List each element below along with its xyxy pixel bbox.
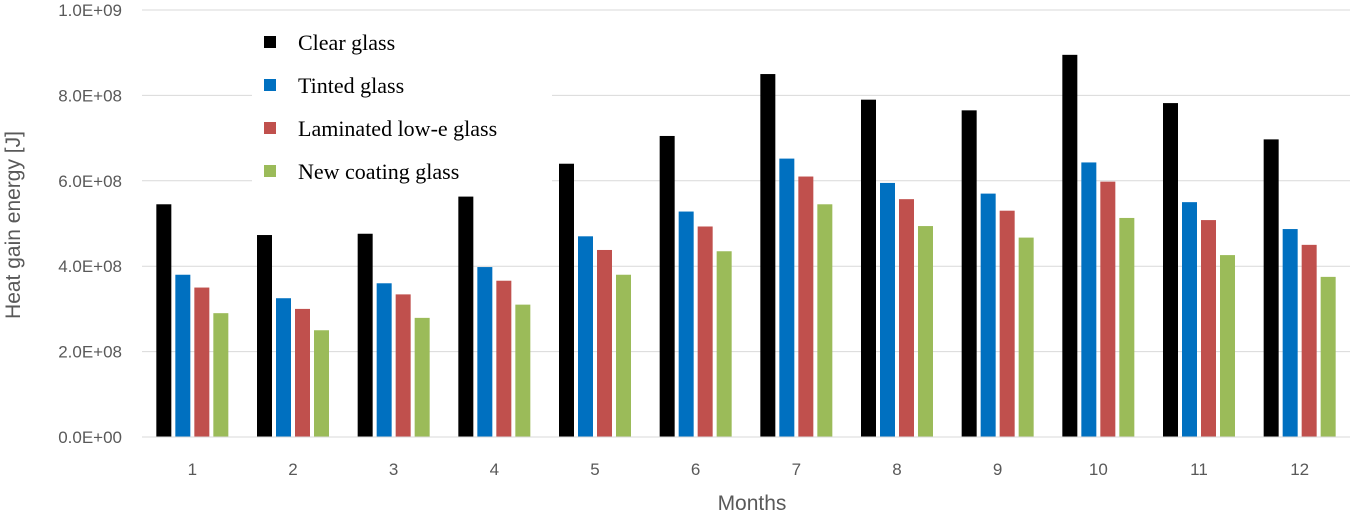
- bar: [395, 294, 411, 437]
- bar: [817, 204, 833, 437]
- bar: [798, 176, 814, 437]
- x-tick-label: 12: [1290, 460, 1309, 479]
- bar: [1301, 244, 1317, 437]
- bar: [678, 211, 694, 437]
- legend-label: Tinted glass: [298, 73, 404, 98]
- y-tick-label: 6.0E+08: [58, 172, 122, 191]
- x-tick-label: 2: [288, 460, 297, 479]
- x-tick-label: 10: [1089, 460, 1108, 479]
- bar: [194, 287, 210, 437]
- bar: [1220, 255, 1235, 437]
- y-tick-label: 2.0E+08: [58, 343, 122, 362]
- bar: [597, 249, 612, 437]
- x-tick-label: 4: [490, 460, 499, 479]
- bars: [156, 54, 1336, 438]
- bar: [1081, 162, 1097, 437]
- legend-label: Laminated low-e glass: [298, 116, 497, 141]
- bar: [1163, 103, 1178, 437]
- bar: [899, 199, 914, 437]
- legend-swatch: [264, 36, 276, 48]
- bar: [1119, 217, 1135, 437]
- y-tick-label: 4.0E+08: [58, 257, 122, 276]
- bar: [760, 74, 776, 438]
- y-tick-label: 0.0E+00: [58, 428, 122, 447]
- bar: [314, 330, 329, 437]
- bar: [999, 210, 1015, 437]
- x-tick-label: 9: [993, 460, 1002, 479]
- bar: [659, 135, 675, 437]
- x-tick-label: 11: [1190, 460, 1208, 479]
- legend-label: Clear glass: [298, 30, 395, 55]
- bar: [477, 267, 493, 437]
- x-tick-label: 5: [590, 460, 599, 479]
- y-tick-label: 8.0E+08: [58, 86, 122, 105]
- bar: [458, 196, 474, 437]
- x-tick-label: 7: [792, 460, 801, 479]
- y-axis-title: Heat gain energy [J]: [2, 131, 25, 319]
- bar: [1100, 181, 1116, 437]
- bar: [779, 158, 795, 437]
- bar: [496, 280, 512, 437]
- bar: [414, 317, 430, 437]
- legend-swatch: [264, 165, 276, 177]
- x-tick-labels: 1 2 3 4 5 6 7 8 9 10 11 12: [188, 460, 1310, 479]
- bar: [980, 193, 996, 437]
- x-axis-title: Months: [718, 492, 787, 514]
- bar: [515, 304, 531, 437]
- x-tick-label: 3: [389, 460, 398, 479]
- bar: [578, 236, 593, 437]
- bar: [918, 226, 933, 437]
- bar: [716, 251, 732, 437]
- bar: [295, 308, 310, 437]
- bar: [213, 313, 229, 437]
- bar: [1062, 54, 1078, 438]
- y-tick-label: 1.0E+09: [58, 1, 122, 20]
- bar: [616, 274, 631, 437]
- bar: [697, 226, 713, 437]
- bar: [961, 110, 977, 437]
- bar: [1320, 276, 1336, 437]
- legend-background: [252, 22, 552, 190]
- legend-label: New coating glass: [298, 159, 459, 184]
- bar: [880, 182, 895, 437]
- bar: [1182, 202, 1197, 437]
- y-tick-labels: 0.0E+00 2.0E+08 4.0E+08 6.0E+08 8.0E+08 1.0E+…: [58, 1, 122, 447]
- bar: [1018, 237, 1034, 437]
- bar: [257, 235, 272, 437]
- bar: [156, 204, 172, 437]
- legend: Clear glass Tinted glass Laminated low-e g…: [252, 22, 552, 190]
- bar: [1282, 229, 1298, 437]
- bar: [1201, 220, 1216, 437]
- bar: [559, 163, 574, 437]
- x-tick-label: 6: [691, 460, 700, 479]
- x-tick-label: 1: [188, 460, 197, 479]
- x-tick-label: 8: [892, 460, 901, 479]
- legend-swatch: [264, 79, 276, 91]
- bar: [175, 274, 191, 437]
- legend-swatch: [264, 122, 276, 134]
- bar: [357, 233, 373, 437]
- bar: [376, 283, 392, 437]
- bar: [861, 99, 876, 438]
- bar: [276, 298, 291, 437]
- bar: [1263, 139, 1279, 438]
